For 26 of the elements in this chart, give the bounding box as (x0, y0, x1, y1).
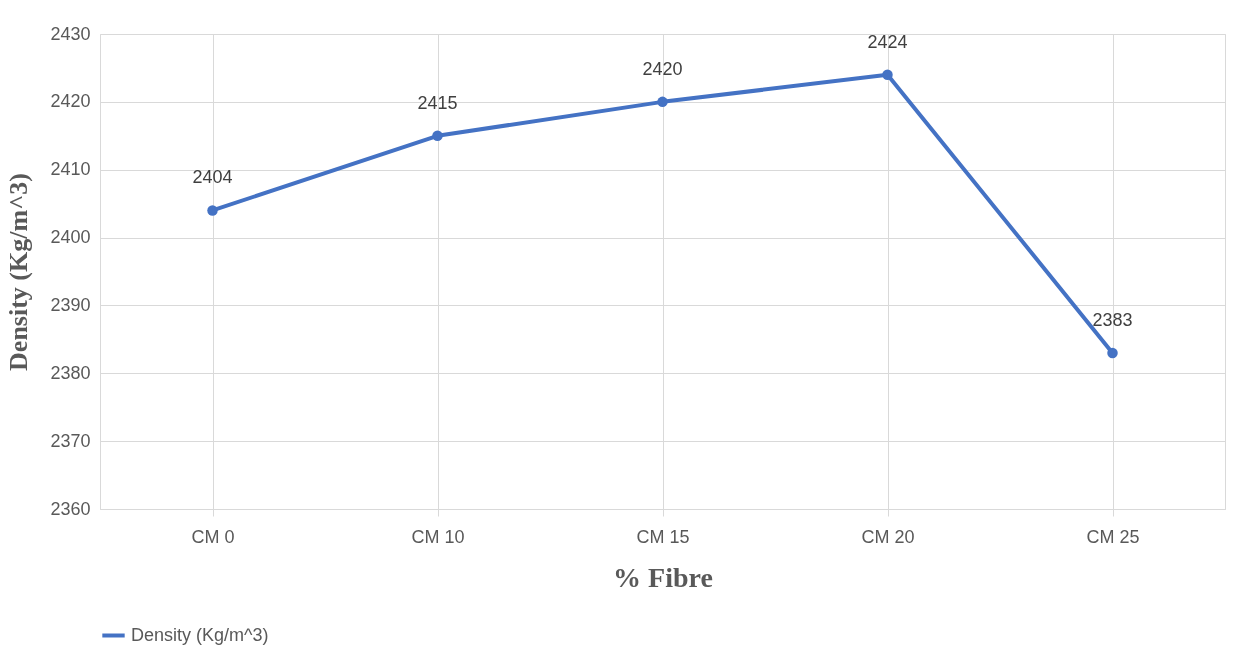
y-tick-label: 2410 (50, 159, 91, 180)
legend-label: Density (Kg/m^3) (131, 624, 269, 645)
y-tick-label: 2370 (50, 430, 91, 451)
x-tick-label: CM 0 (191, 526, 235, 547)
x-tick-label: CM 25 (1086, 526, 1140, 547)
point (1107, 347, 1118, 359)
y-tick-label: 2380 (50, 362, 91, 383)
y-tick-label: 2430 (50, 23, 91, 44)
point (432, 130, 443, 142)
x-tick-label: CM 15 (636, 526, 690, 547)
data-label: 2420 (642, 58, 683, 79)
data-label: 2415 (417, 92, 458, 113)
x-tick-label: CM 20 (861, 526, 915, 547)
y-tick-label: 2390 (50, 294, 91, 315)
data-label: 2424 (867, 31, 908, 52)
y-tick-label: 2420 (50, 91, 91, 112)
point (657, 96, 668, 108)
y-tick-label: 2360 (50, 498, 91, 519)
x-axis-title: % Fibre (613, 561, 713, 593)
x-tick-label: CM 10 (411, 526, 465, 547)
point (207, 205, 218, 216)
point (882, 69, 893, 80)
data-label: 2383 (1092, 309, 1133, 330)
data-label: 2404 (192, 167, 233, 188)
y-axis-title: Density (Kg/m^3) (4, 173, 34, 371)
y-tick-label: 2400 (50, 227, 91, 248)
